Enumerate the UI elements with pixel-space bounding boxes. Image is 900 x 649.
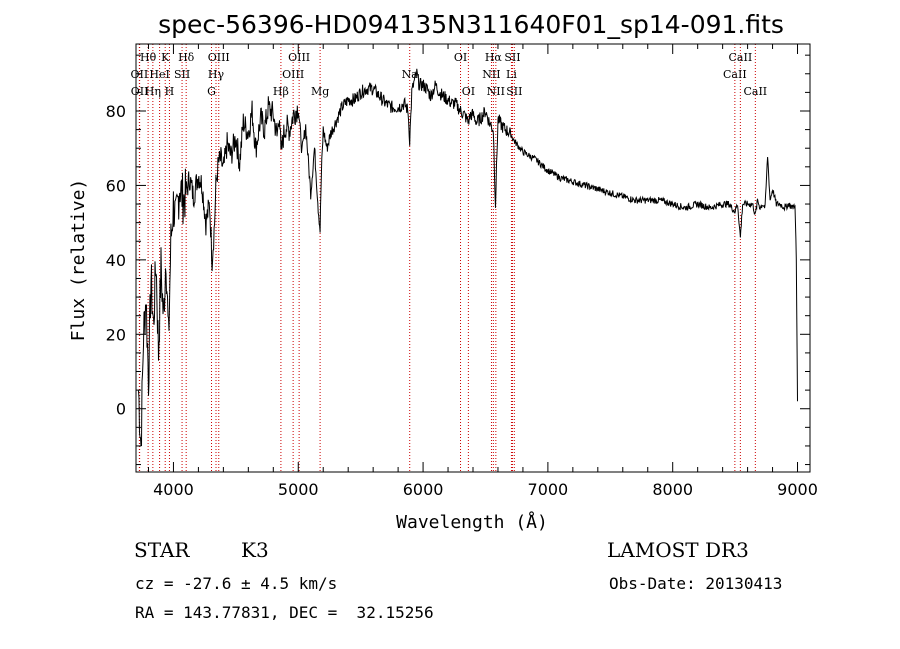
spectral-line-label: NII <box>487 85 505 98</box>
spectral-line-label: Hβ <box>273 85 289 98</box>
spectral-line-label: OIII <box>282 68 304 81</box>
x-tick-label: 4000 <box>153 480 194 499</box>
chart-title: spec-56396-HD094135N311640F01_sp14-091.f… <box>158 10 784 39</box>
y-tick-label: 0 <box>116 400 126 419</box>
spectral-line-markers <box>138 44 756 472</box>
x-axis-label: Wavelength (Å) <box>396 511 548 533</box>
spectral-line-label: OI <box>454 51 467 64</box>
spectral-line-label: CaII <box>723 68 747 81</box>
spectral-line-label: OIII <box>208 51 230 64</box>
x-tick-label: 9000 <box>777 480 818 499</box>
spectral-line-label: Hα <box>485 51 503 64</box>
spectral-line-label: Hγ <box>208 68 225 81</box>
y-tick-label: 80 <box>106 102 126 121</box>
spectral-line-label: SII <box>504 51 520 64</box>
y-axis-label: Flux (relative) <box>68 179 89 342</box>
object-subclass: K3 <box>241 538 269 562</box>
spectral-line-label: Na <box>402 68 419 81</box>
spectral-line-label: Hη <box>145 85 161 98</box>
x-tick-label: 8000 <box>652 480 693 499</box>
survey-name: LAMOST DR3 <box>607 538 749 562</box>
x-axis-ticks: 4000 5000 6000 7000 8000 9000 <box>147 44 818 499</box>
spectral-line-label: OII <box>131 85 149 98</box>
spectral-line-label: OII <box>131 68 149 81</box>
y-tick-label: 40 <box>106 251 126 270</box>
spectral-line-label: H <box>165 85 175 98</box>
spectral-line-label: CaII <box>729 51 753 64</box>
spectral-line-label: OI <box>462 85 475 98</box>
spectral-line-label: K <box>161 51 170 64</box>
y-axis-ticks: 0 20 40 60 80 <box>106 54 810 466</box>
y-tick-label: 60 <box>106 176 126 195</box>
plot-frame <box>135 43 811 473</box>
spectrum-series-line <box>138 68 798 447</box>
spectral-line-label: SII <box>506 85 522 98</box>
x-tick-label: 6000 <box>403 480 444 499</box>
redshift-readout: cz = -27.6 ± 4.5 km/s <box>135 574 338 593</box>
spectral-line-label: SII <box>174 68 190 81</box>
spectral-line-label: Li <box>506 68 517 81</box>
spectral-line-label: CaII <box>743 85 767 98</box>
object-class: STAR <box>134 538 190 562</box>
spectral-line-label: OIII <box>288 51 310 64</box>
spectral-line-label: NII <box>482 68 500 81</box>
x-tick-label: 7000 <box>528 480 569 499</box>
spectral-line-label: G <box>207 85 216 98</box>
spectral-line-label: HeI <box>149 68 169 81</box>
x-tick-label: 5000 <box>278 480 319 499</box>
spectral-line-label: Hθ <box>140 51 157 64</box>
y-tick-label: 20 <box>106 325 126 344</box>
coordinates-readout: RA = 143.77831, DEC = 32.15256 <box>135 603 434 622</box>
spectral-line-label: Hδ <box>178 51 195 64</box>
observation-date: Obs-Date: 20130413 <box>609 574 783 593</box>
spectral-line-label: Mg <box>311 85 329 98</box>
